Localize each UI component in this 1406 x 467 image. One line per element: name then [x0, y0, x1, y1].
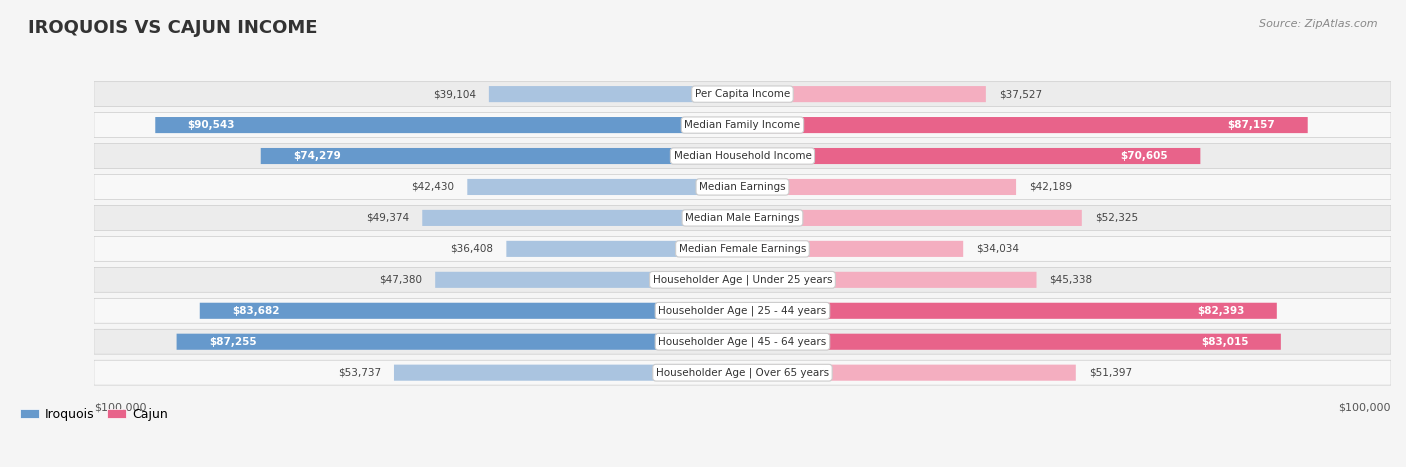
Text: $39,104: $39,104	[433, 89, 475, 99]
FancyBboxPatch shape	[260, 148, 742, 164]
FancyBboxPatch shape	[94, 236, 1391, 262]
Text: Median Household Income: Median Household Income	[673, 151, 811, 161]
FancyBboxPatch shape	[742, 86, 986, 102]
Text: Per Capita Income: Per Capita Income	[695, 89, 790, 99]
FancyBboxPatch shape	[742, 241, 963, 257]
Text: Median Male Earnings: Median Male Earnings	[685, 213, 800, 223]
FancyBboxPatch shape	[467, 179, 742, 195]
FancyBboxPatch shape	[422, 210, 742, 226]
FancyBboxPatch shape	[489, 86, 742, 102]
Text: $83,015: $83,015	[1201, 337, 1249, 347]
Text: $87,157: $87,157	[1227, 120, 1275, 130]
Text: Householder Age | Under 25 years: Householder Age | Under 25 years	[652, 275, 832, 285]
FancyBboxPatch shape	[94, 298, 1391, 323]
Text: $100,000: $100,000	[1339, 402, 1391, 412]
Text: $82,393: $82,393	[1197, 306, 1244, 316]
Text: Median Female Earnings: Median Female Earnings	[679, 244, 806, 254]
FancyBboxPatch shape	[155, 117, 742, 133]
Text: $42,430: $42,430	[412, 182, 454, 192]
Text: $34,034: $34,034	[976, 244, 1019, 254]
FancyBboxPatch shape	[742, 272, 1036, 288]
Text: Householder Age | 25 - 44 years: Householder Age | 25 - 44 years	[658, 305, 827, 316]
Text: $83,682: $83,682	[232, 306, 280, 316]
FancyBboxPatch shape	[742, 179, 1017, 195]
Text: Householder Age | 45 - 64 years: Householder Age | 45 - 64 years	[658, 337, 827, 347]
Text: IROQUOIS VS CAJUN INCOME: IROQUOIS VS CAJUN INCOME	[28, 19, 318, 37]
Text: $87,255: $87,255	[209, 337, 257, 347]
Text: $51,397: $51,397	[1088, 368, 1132, 378]
FancyBboxPatch shape	[94, 175, 1391, 199]
FancyBboxPatch shape	[742, 148, 1201, 164]
Text: $37,527: $37,527	[998, 89, 1042, 99]
FancyBboxPatch shape	[200, 303, 742, 319]
FancyBboxPatch shape	[742, 210, 1081, 226]
Text: $49,374: $49,374	[366, 213, 409, 223]
FancyBboxPatch shape	[742, 334, 1281, 350]
Text: $53,737: $53,737	[337, 368, 381, 378]
Text: Source: ZipAtlas.com: Source: ZipAtlas.com	[1260, 19, 1378, 28]
FancyBboxPatch shape	[394, 365, 742, 381]
FancyBboxPatch shape	[742, 117, 1308, 133]
Text: Householder Age | Over 65 years: Householder Age | Over 65 years	[657, 368, 830, 378]
FancyBboxPatch shape	[94, 143, 1391, 169]
FancyBboxPatch shape	[94, 268, 1391, 292]
FancyBboxPatch shape	[94, 360, 1391, 385]
Text: $100,000: $100,000	[94, 402, 146, 412]
FancyBboxPatch shape	[742, 365, 1076, 381]
FancyBboxPatch shape	[742, 303, 1277, 319]
FancyBboxPatch shape	[436, 272, 742, 288]
Text: $90,543: $90,543	[187, 120, 235, 130]
Text: $70,605: $70,605	[1121, 151, 1168, 161]
Text: Median Family Income: Median Family Income	[685, 120, 800, 130]
Text: $36,408: $36,408	[450, 244, 494, 254]
FancyBboxPatch shape	[94, 113, 1391, 137]
Legend: Iroquois, Cajun: Iroquois, Cajun	[15, 403, 173, 426]
Text: $52,325: $52,325	[1095, 213, 1137, 223]
Text: $74,279: $74,279	[294, 151, 340, 161]
FancyBboxPatch shape	[94, 205, 1391, 230]
FancyBboxPatch shape	[94, 329, 1391, 354]
Text: Median Earnings: Median Earnings	[699, 182, 786, 192]
FancyBboxPatch shape	[94, 82, 1391, 106]
Text: $47,380: $47,380	[380, 275, 422, 285]
FancyBboxPatch shape	[506, 241, 742, 257]
FancyBboxPatch shape	[177, 334, 742, 350]
Text: $42,189: $42,189	[1029, 182, 1073, 192]
Text: $45,338: $45,338	[1049, 275, 1092, 285]
